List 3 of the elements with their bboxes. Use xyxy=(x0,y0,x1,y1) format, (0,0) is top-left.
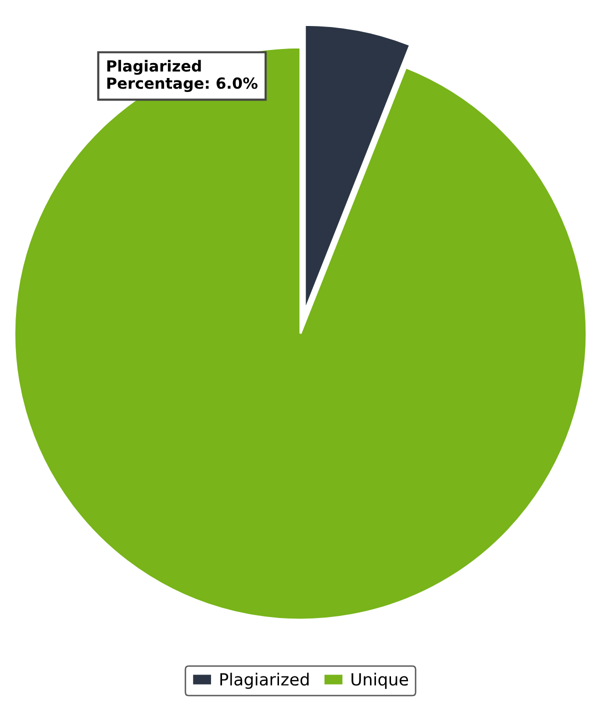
legend-label: Plagiarized xyxy=(220,672,309,689)
text: Plagiarized Percentage: 6.0% xyxy=(107,60,258,92)
legend-label: Unique xyxy=(352,672,408,689)
